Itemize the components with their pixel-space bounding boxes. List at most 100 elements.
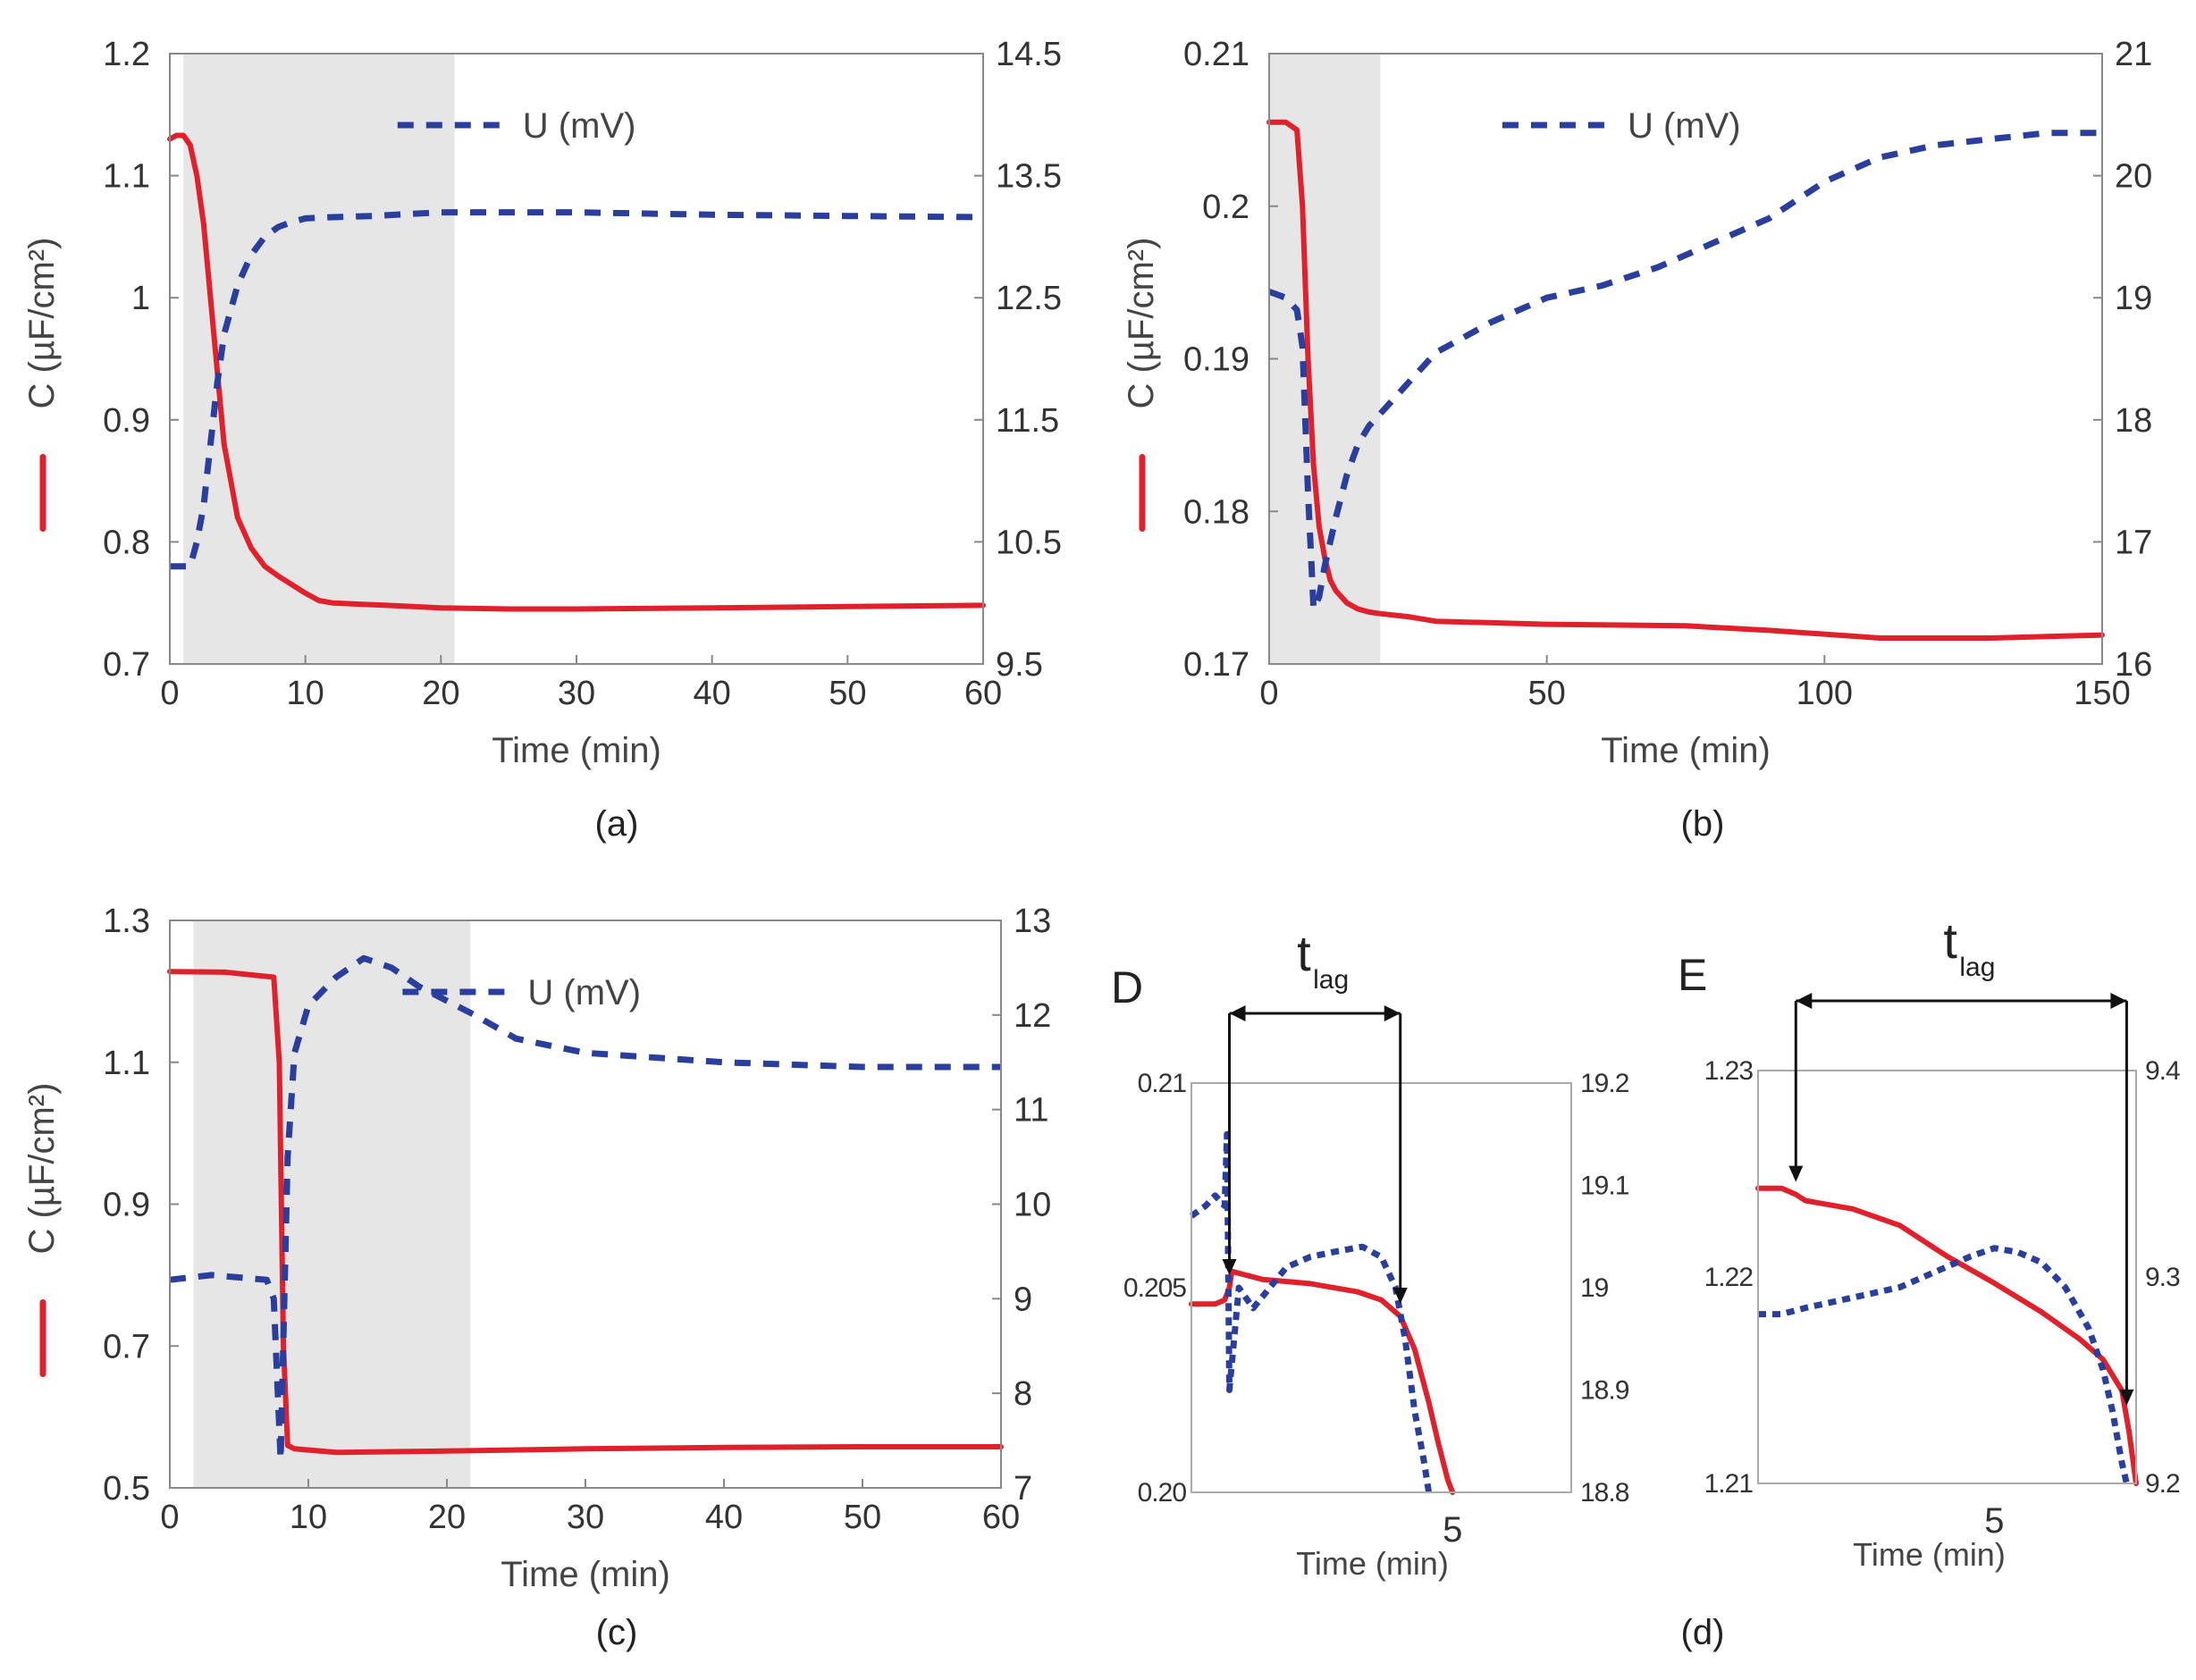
y2-tick-label: 19 [2115,280,2152,317]
y2-tick-label: 18.8 [1580,1478,1629,1508]
y2-tick-label: 17 [2115,524,2152,561]
y-axis-label: C (µF/cm²) [22,238,62,409]
x-tick-label: 100 [1796,675,1853,712]
y2-tick-label: 10.5 [996,524,1062,561]
y-tick-label: 1.22 [1704,1263,1754,1292]
y-tick-label: 0.7 [103,1328,150,1365]
y2-tick-label: 19 [1580,1273,1609,1303]
y-tick-label: 1.23 [1704,1056,1754,1086]
x-tick-label: 0 [160,1499,179,1536]
u-series-line [1267,130,2102,612]
y2-tick-label: 19.1 [1580,1172,1629,1201]
y2-tick-label: 12.5 [996,280,1062,317]
x-tick-label: 20 [422,675,459,712]
y-tick-label: 1.1 [103,1045,150,1082]
x-axis-label: Time (min) [1296,1545,1449,1582]
x-tick-label: 30 [567,1499,604,1536]
legend-label: U (mV) [523,106,636,146]
x-axis-label: Time (min) [1601,731,1771,770]
u-series-line [169,954,1001,1463]
x-axis-label: Time (min) [501,1555,670,1594]
x-tick-label: 60 [982,1499,1020,1536]
y-axis-label: C (µF/cm²) [22,1083,62,1255]
lag-drop-arrowhead [1222,1259,1237,1275]
y2-tick-label: 8 [1014,1375,1032,1413]
y2-tick-label: 10 [1014,1187,1051,1224]
y-tick-label: 0.21 [1138,1069,1187,1098]
y2-tick-label: 9.5 [996,646,1043,684]
x-tick-label: 40 [705,1499,743,1536]
y2-tick-label: 18 [2115,402,2152,440]
c-series-line [1266,119,2105,641]
x-tick-label: 10 [287,675,324,712]
y2-tick-label: 9.4 [2145,1056,2180,1086]
y-tick-label: 0.18 [1183,493,1249,531]
panel-letter: D [1111,962,1143,1012]
x-axis-label: Time (min) [492,731,661,770]
plot-frame [1191,1082,1572,1493]
shaded-region [193,920,471,1488]
lag-label: t [1943,912,1957,969]
lag-arrowhead-left [1796,993,1813,1009]
chart-panel-a: 0 10 20 30 40 50 60 0.7 0.8 0.9 1 1.1 1.2 9.5 10.5 11.5… [22,36,1062,844]
chart-panel-c: 0 10 20 30 40 50 60 0.5 0.7 0.9 1.1 1.3 7 8 9 10 11 12 13 T… [22,903,1051,1652]
x-tick-label: 0 [160,675,179,712]
c-series-line [167,132,986,612]
x-tick-label: 30 [558,675,595,712]
y-axis-label: C (µF/cm²) [1122,238,1161,409]
panel-caption: (a) [595,804,639,844]
lag-arrowhead-left [1229,1005,1246,1021]
y2-tick-label: 9 [1014,1281,1032,1318]
y-tick-label: 1.1 [103,158,150,196]
lag-drop-arrowhead [1392,1288,1408,1305]
y-tick-label: 0.7 [103,646,150,684]
lag-subscript: lag [1959,953,1995,982]
y-tick-label: 0.9 [103,402,150,440]
y2-tick-label: 13 [1014,903,1051,940]
lag-subscript: lag [1313,965,1349,995]
x-tick-label: 5 [1443,1510,1462,1550]
y2-tick-label: 18.9 [1580,1376,1629,1406]
x-tick-label: 40 [694,675,731,712]
u-series-line [170,209,984,570]
y2-tick-label: 14.5 [996,36,1062,73]
y-tick-label: 1.3 [103,903,150,940]
legend-label: U (mV) [527,973,641,1012]
x-tick-label: 10 [290,1499,327,1536]
y-tick-label: 0.2 [1202,189,1249,226]
x-tick-label: 5 [1984,1501,2004,1541]
panel-caption: (c) [596,1613,638,1652]
y-tick-label: 1.2 [103,36,150,73]
y2-tick-label: 11 [1014,1092,1048,1130]
shaded-region [183,54,455,664]
x-axis-label: Time (min) [1853,1536,2006,1573]
x-tick-label: 50 [829,675,866,712]
legend-label: U (mV) [1628,106,1741,146]
y-tick-label: 1 [131,280,150,317]
y-tick-label: 0.9 [103,1187,150,1224]
chart-panel-b: 0 50 100 150 0.17 0.18 0.19 0.2 0.21 16 17 18 19 20 21… [1122,36,2152,844]
y2-tick-label: 9.2 [2145,1469,2180,1499]
chart-panel-D: 0.20 0.205 0.21 18.8 18.9 19 19.1 19.2 Dt lag 5Tim… [1111,925,1630,1582]
lag-drop-arrowhead [1788,1165,1804,1182]
x-tick-label: 0 [1259,675,1278,712]
y2-tick-label: 21 [2115,36,2152,73]
x-tick-label: 20 [428,1499,466,1536]
u-series-line [1758,1245,2130,1484]
y-tick-label: 0.19 [1183,341,1249,379]
x-tick-label: 150 [2074,675,2130,712]
panel-letter: E [1678,950,1707,1000]
panel-caption: (b) [1681,804,1725,844]
y2-tick-label: 11.5 [996,402,1059,440]
lag-label: t [1297,925,1311,981]
y-tick-label: 0.205 [1123,1273,1186,1303]
plot-frame [1757,1070,2137,1484]
x-tick-label: 50 [1528,675,1566,712]
y2-tick-label: 12 [1014,997,1051,1035]
y2-tick-label: 7 [1014,1470,1032,1508]
y-tick-label: 0.20 [1138,1478,1187,1508]
x-tick-label: 50 [844,1499,881,1536]
y2-tick-label: 9.3 [2145,1263,2180,1292]
